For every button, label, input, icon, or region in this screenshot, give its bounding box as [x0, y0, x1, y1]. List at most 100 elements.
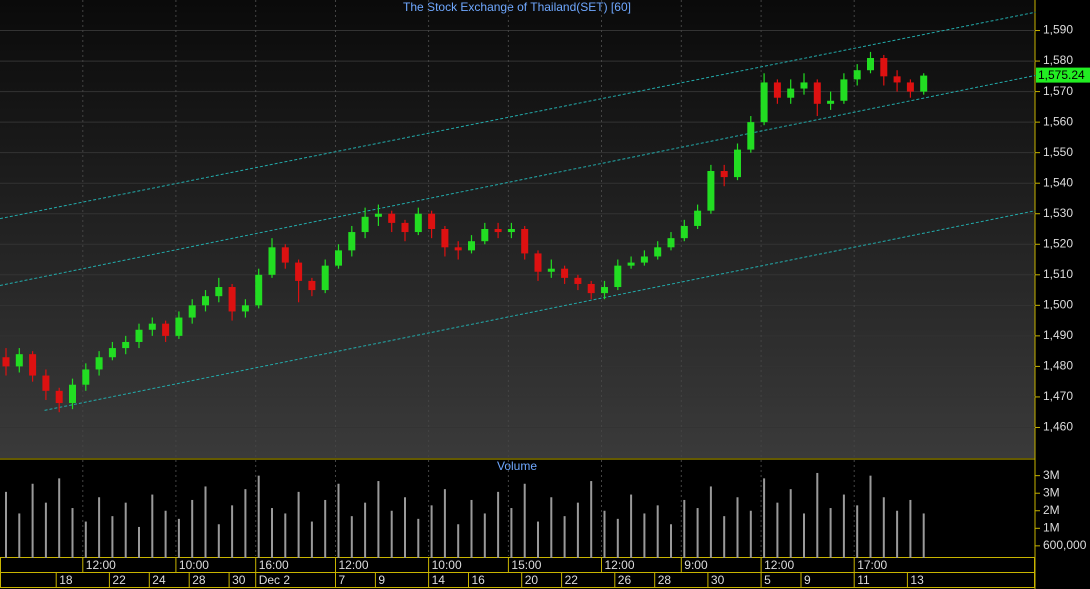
time-label: 10:00	[179, 558, 209, 572]
date-label: 18	[59, 573, 73, 587]
candle-body	[601, 287, 608, 294]
date-label: Dec 2	[259, 573, 291, 587]
candle-body	[640, 256, 648, 263]
volume-bar	[5, 491, 7, 558]
channel-line	[0, 74, 1036, 286]
time-label: 12:00	[605, 558, 635, 572]
volume-bar	[763, 478, 766, 558]
volume-bar	[483, 513, 486, 558]
volume-bar	[31, 483, 34, 558]
volume-bar	[84, 521, 87, 558]
volume-bar	[922, 513, 925, 558]
volume-bar	[271, 508, 273, 558]
candle-body	[175, 317, 183, 336]
candle-body	[614, 265, 622, 288]
candle-body	[295, 262, 303, 281]
last-price-box	[1036, 67, 1090, 83]
volume-bar	[643, 513, 646, 558]
date-label: 5	[764, 573, 771, 587]
volume-bar	[297, 491, 300, 558]
time-label: 9:00	[684, 558, 708, 572]
candle-body	[228, 287, 236, 312]
y-tick-label: 1,540	[1043, 175, 1073, 189]
candle-body	[707, 170, 715, 211]
date-label: 22	[112, 573, 126, 587]
volume-bar	[18, 513, 21, 558]
volume-bar	[497, 491, 500, 558]
volume-bar	[789, 489, 792, 558]
candle-body	[867, 58, 874, 71]
candle-body	[335, 250, 342, 266]
candle-body	[800, 82, 808, 89]
candle-body	[148, 323, 156, 330]
y-tick-label: 1,480	[1043, 359, 1073, 373]
volume-bar	[590, 481, 593, 558]
candle-body	[42, 375, 50, 391]
volume-bar	[350, 516, 353, 558]
volume-bar	[470, 499, 473, 558]
volume-bar	[803, 513, 805, 558]
candle-body	[348, 232, 356, 251]
volume-bar	[510, 508, 513, 558]
y-tick-label: 1,500	[1043, 298, 1073, 312]
volume-bar	[443, 489, 446, 558]
candle-body	[813, 82, 821, 104]
volume-bar	[204, 486, 207, 558]
candle-body	[694, 210, 702, 226]
y-tick-label: 1,550	[1043, 145, 1073, 159]
candle-body	[55, 390, 63, 404]
volume-bar	[164, 510, 167, 558]
candle-body	[268, 247, 276, 275]
volume-bar	[71, 508, 74, 558]
candle-body	[747, 122, 755, 150]
volume-bar	[284, 513, 287, 558]
volume-bar	[696, 508, 699, 558]
candle-body	[734, 149, 741, 178]
volume-bar	[98, 497, 101, 558]
volume-bar	[656, 505, 659, 558]
volume-bar	[869, 475, 872, 558]
candle-body	[388, 213, 396, 223]
y-tick-label: 1,560	[1043, 114, 1073, 128]
candle-body	[654, 247, 662, 257]
y-tick-label: 1,570	[1043, 84, 1073, 98]
y-tick-label: 1,470	[1043, 389, 1073, 403]
channel-line	[44, 210, 1036, 411]
candle-body	[720, 170, 728, 178]
volume-bar	[670, 524, 672, 558]
date-label: 9	[804, 573, 811, 587]
volume-bar	[257, 475, 260, 558]
date-label: 22	[565, 573, 579, 587]
channel-line	[0, 11, 1036, 220]
y-tick-label: 2M	[1043, 503, 1060, 517]
date-label: 9	[378, 573, 385, 587]
y-tick-label: 1,520	[1043, 236, 1073, 250]
date-label: 7	[339, 573, 346, 587]
candle-body	[680, 225, 688, 239]
date-label: 28	[658, 573, 672, 587]
candle-body	[760, 82, 768, 123]
date-label: 30	[711, 573, 725, 587]
candle-body	[507, 229, 515, 233]
volume-bar	[616, 518, 619, 558]
volume-bar	[683, 499, 686, 558]
candle-body	[108, 348, 116, 358]
volume-bar	[138, 526, 140, 558]
candle-body	[454, 247, 462, 251]
candle-body	[414, 213, 422, 233]
volume-bar	[537, 521, 539, 558]
time-label: 10:00	[432, 558, 462, 572]
candle-body	[135, 329, 143, 342]
volume-bar	[390, 510, 393, 558]
volume-bar	[856, 505, 859, 558]
candle-body	[920, 75, 928, 92]
time-label: 12:00	[764, 558, 794, 572]
volume-bar	[217, 524, 220, 558]
candle-body	[441, 229, 449, 248]
time-label: 12:00	[86, 558, 116, 572]
volume-bar	[563, 516, 566, 558]
volume-bar	[896, 510, 899, 558]
candle-body	[787, 88, 795, 98]
candle-body	[481, 229, 489, 242]
